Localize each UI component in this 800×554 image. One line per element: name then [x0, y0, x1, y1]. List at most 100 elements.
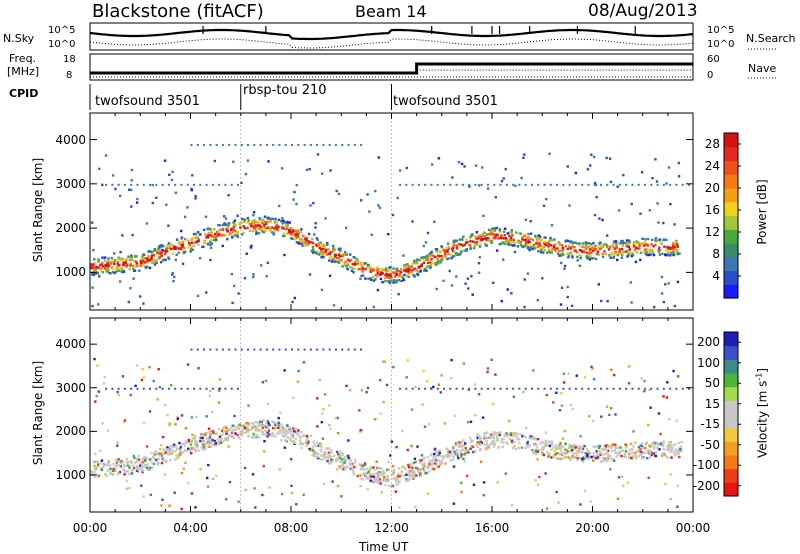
- velocity-echo-cell: [218, 389, 221, 393]
- velocity-echo-cell: [132, 466, 136, 470]
- velocity-echo-cell: [423, 461, 426, 465]
- power-echo-cell: [353, 267, 356, 270]
- velocity-echo-cell: [293, 430, 296, 433]
- power-colorbar-segment: [724, 146, 738, 162]
- velocity-echo-cell: [501, 445, 504, 448]
- velocity-echo-cell: [427, 464, 431, 468]
- power-echo-cell: [525, 241, 528, 244]
- velocity-echo-cell: [244, 431, 247, 435]
- power-echo-cell: [344, 261, 347, 264]
- power-echo-cell: [614, 240, 617, 243]
- power-echo-cell: [494, 237, 497, 240]
- velocity-echo-cell: [168, 422, 171, 425]
- power-echo-cell: [351, 263, 354, 266]
- power-echo-cell: [426, 261, 430, 265]
- power-echo-cell: [144, 265, 147, 269]
- power-echo-cell: [592, 249, 595, 252]
- power-echo-cell: [248, 229, 251, 232]
- power-echo-cell: [677, 175, 681, 178]
- power-echo-cell: [479, 243, 482, 246]
- velocity-echo-cell: [199, 468, 202, 471]
- velocity-echo-cell: [184, 449, 187, 452]
- power-echo-cell: [134, 265, 137, 268]
- velocity-echo-cell: [517, 446, 520, 450]
- power-echo-cell: [593, 181, 597, 185]
- velocity-echo-cell: [126, 470, 129, 473]
- power-echo-cell: [469, 235, 473, 238]
- nsearch-tick-top: 10^5: [707, 25, 735, 36]
- power-echo-cell: [445, 257, 449, 261]
- power-echo-cell: [517, 241, 520, 244]
- power-echo-cell: [385, 267, 388, 270]
- velocity-echo-cell: [297, 434, 301, 437]
- power-echo-cell: [146, 259, 150, 262]
- velocity-echo-cell: [130, 462, 133, 465]
- velocity-echo-cell: [94, 467, 97, 470]
- velocity-echo-cell: [411, 469, 414, 472]
- velocity-echo-cell: [583, 376, 587, 379]
- power-echo-cell: [124, 259, 128, 262]
- velocity-echo-cell: [346, 465, 349, 469]
- power-echo-cell: [374, 189, 377, 193]
- velocity-echo-cell: [359, 468, 363, 471]
- power-echo-cell: [104, 268, 108, 272]
- velocity-echo-cell: [545, 393, 548, 397]
- power-echo-cell: [650, 243, 653, 246]
- velocity-echo-cell: [296, 380, 300, 383]
- velocity-echo-cell: [348, 467, 352, 470]
- x-tick-label: 08:00: [273, 521, 309, 535]
- velocity-echo-cell: [329, 462, 332, 465]
- nsky-trace: [89, 28, 694, 41]
- velocity-echo-cell: [281, 434, 285, 438]
- velocity-echo-cell: [209, 431, 213, 435]
- power-colorbar-tick-label: 12: [704, 225, 720, 239]
- power-echo-cell: [99, 264, 102, 267]
- power-echo-cell: [252, 273, 255, 276]
- power-echo-cell: [343, 251, 347, 254]
- nsky-label: N.Sky: [3, 32, 35, 45]
- power-echo-cell: [376, 288, 380, 292]
- velocity-echo-cell: [292, 439, 295, 443]
- velocity-echo-cell: [306, 441, 310, 445]
- velocity-echo-cell: [548, 444, 552, 448]
- power-echo-cell: [216, 233, 219, 237]
- power-echo-cell: [538, 242, 541, 245]
- power-echo-cell: [649, 248, 652, 252]
- velocity-echo-cell: [426, 456, 430, 459]
- velocity-echo-cell: [94, 452, 97, 455]
- velocity-echo-cell: [187, 481, 190, 485]
- velocity-echo-cell: [647, 476, 650, 479]
- velocity-echo-cell: [323, 482, 326, 485]
- velocity-echo-cell: [117, 458, 120, 461]
- velocity-echo-cell: [174, 450, 177, 453]
- velocity-echo-cell: [596, 456, 599, 459]
- velocity-echo-cell: [395, 478, 398, 482]
- velocity-echo-cell: [137, 458, 141, 461]
- velocity-echo-cell: [341, 348, 344, 351]
- velocity-echo-cell: [156, 462, 159, 465]
- velocity-echo-cell: [531, 436, 534, 440]
- power-echo-cell: [531, 247, 534, 251]
- velocity-echo-cell: [647, 423, 650, 427]
- power-echo-cell: [592, 155, 596, 159]
- power-echo-cell: [491, 229, 494, 232]
- velocity-echo-cell: [366, 467, 369, 470]
- power-echo-cell: [417, 265, 421, 269]
- velocity-echo-cell: [163, 449, 167, 452]
- velocity-echo-cell: [128, 460, 131, 463]
- cpid-segment-label: twofsound 3501: [393, 94, 498, 109]
- power-echo-cell: [389, 266, 392, 269]
- power-echo-cell: [334, 248, 337, 251]
- power-echo-cell: [268, 220, 271, 223]
- power-echo-cell: [231, 236, 234, 239]
- power-echo-cell: [236, 231, 240, 234]
- velocity-echo-cell: [579, 503, 582, 506]
- velocity-echo-cell: [320, 450, 323, 453]
- power-echo-cell: [407, 271, 410, 274]
- power-echo-cell: [106, 261, 109, 265]
- velocity-echo-cell: [391, 484, 395, 487]
- velocity-echo-cell: [611, 449, 614, 453]
- velocity-echo-cell: [432, 468, 436, 471]
- velocity-echo-cell: [505, 432, 508, 435]
- velocity-echo-cell: [252, 422, 255, 425]
